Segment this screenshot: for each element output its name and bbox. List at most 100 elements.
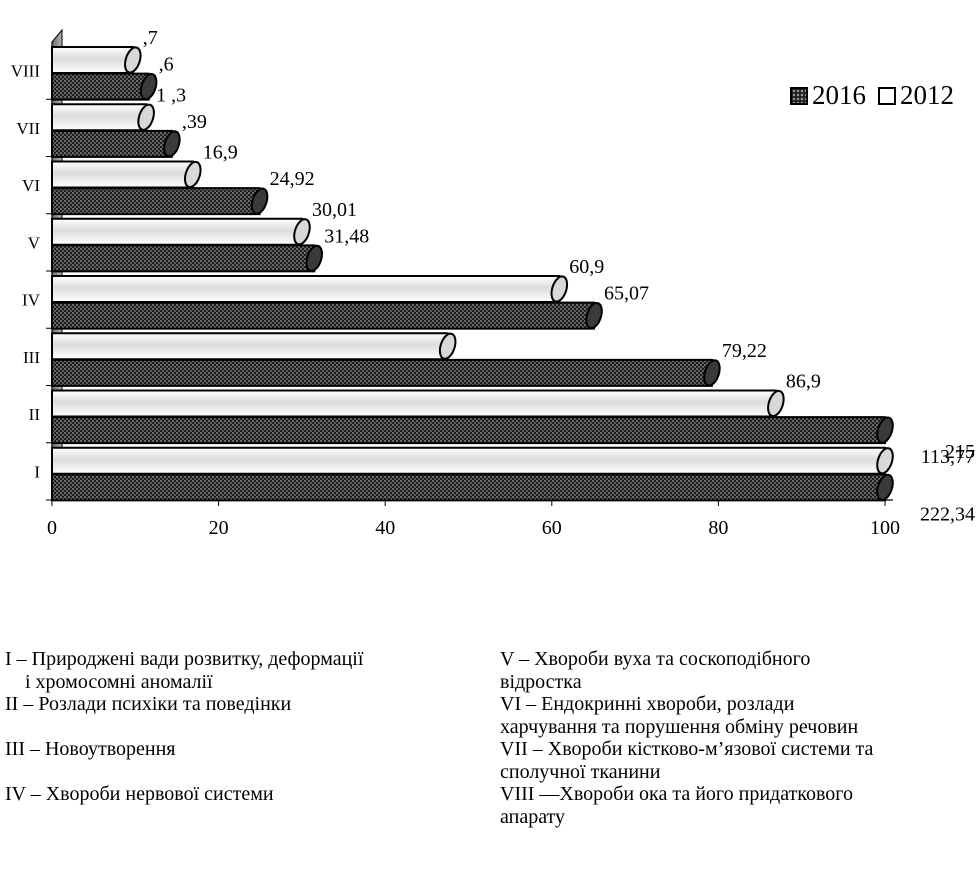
key-item-i-cont: і хромосомні аномалії [25,670,213,693]
bar-body [51,301,596,330]
y-tick-label: VI [22,176,40,195]
key-item-iv: IV – Хвороби нервової системи [5,783,274,805]
data-label-2016-VIII: ,6 [159,54,174,76]
bar-2016-V [51,244,324,273]
data-label-2012-VIII: ,7 [143,27,158,49]
key-item-ii: II – Розлади психіки та поведінки [5,693,292,715]
bar-body [51,332,449,361]
y-tick-label: III [23,348,40,367]
key-item-i: I – Природжені вади розвитку, деформації [5,648,364,670]
y-tick-label: V [28,233,41,252]
y-tick-label: VII [16,119,40,138]
bar-end-cap [137,103,155,131]
bar-body [51,358,713,387]
y-tick-label: IV [22,291,41,310]
bar-2012-V [51,217,311,246]
data-label-2016-VI: 24,92 [270,168,315,190]
bar-end-cap [184,160,202,189]
bar-body [51,187,261,216]
bar-end-cap [163,130,181,158]
bar-end-cap [438,332,457,360]
x-tick-label: 20 [209,517,229,539]
data-label-2012-V: 30,01 [312,199,357,221]
bar-body [51,473,886,502]
data-label-2012-II: 86,9 [786,371,821,393]
x-tick-label: 100 [870,517,900,539]
bar-end-cap [767,389,785,418]
y-tick-label: I [34,462,40,481]
legend-entry-2012: 2012 [878,80,954,110]
legend-swatch-2012 [878,87,896,105]
key-spacer [5,761,475,784]
x-tick-label: 40 [375,517,395,539]
bar-end-cap [250,187,269,215]
data-label-2016-II: 113,77 [921,446,975,468]
bar-2012-VII [51,103,155,132]
data-label-2012-VI: 16,9 [203,142,238,164]
bar-2012-III [51,332,457,361]
data-label-2012-I: 215 [945,441,975,463]
key-item-v-cont: відростка [500,670,582,693]
bar-body [51,129,173,158]
bar-2012-II [51,389,785,418]
bar-2016-III [51,358,721,387]
data-label-2012-IV: 60,9 [569,256,604,278]
data-label-2012-VII: 1 ,3 [156,84,186,106]
data-label-2016-III: 79,22 [722,340,767,362]
data-label-2016-V: 31,48 [324,225,369,247]
x-tick-label: 80 [708,517,728,539]
key-item-vi: VI – Ендокринні хвороби, розлади [500,693,795,715]
bar-end-cap [876,416,894,444]
key-item-vii-cont: сполучної тканини [500,760,661,783]
bar-2016-VI [51,187,269,216]
bar-2016-I [51,473,894,502]
bar-end-cap [305,244,324,272]
bar-body [51,389,777,418]
bar-body [51,446,886,475]
x-tick-label: 60 [542,517,562,539]
legend-swatch-2016 [790,87,808,105]
bar-end-cap [139,73,158,101]
category-key-right: V – Хвороби вуха та соскоподібного відро… [500,648,970,828]
chart-legend: 2016 2012 [790,80,966,111]
bar-end-cap [124,46,142,74]
key-item-vii: VII – Хвороби кістково-м’язової системи … [500,738,874,760]
key-item-vi-cont: харчування та порушення обміну речовин [500,715,859,738]
bar-body [51,72,150,101]
bar-body [51,46,134,74]
key-item-v: V – Хвороби вуха та соскоподібного [500,648,811,670]
key-item-viii-cont: апарату [500,805,566,828]
bar-body [51,103,148,132]
bar-2012-VIII [51,46,142,74]
bar-body [51,275,561,303]
x-tick-label: 0 [47,517,57,539]
bar-2012-VI [51,160,202,189]
bar-end-cap [293,218,311,246]
legend-label-2016: 2016 [812,80,866,110]
bar-2016-VIII [51,72,158,101]
data-label-2016-IV: 65,07 [604,283,649,305]
bar-end-cap [876,473,894,501]
bar-body [51,217,303,246]
bar-body [51,244,316,273]
bar-2016-IV [51,301,603,330]
bar-body [51,416,886,445]
bar-end-cap [703,359,721,387]
data-label-2016-VII: ,39 [182,111,207,133]
legend-label-2012: 2012 [900,80,954,110]
bar-end-cap [585,302,603,330]
legend-entry-2016: 2016 [790,80,866,110]
y-tick-label: II [29,405,41,424]
bar-2016-VII [51,129,181,158]
key-item-iii: III – Новоутворення [5,738,176,760]
bar-2012-I [51,446,894,475]
bar-2012-IV [51,275,569,303]
bar-end-cap [550,275,569,303]
bar-end-cap [876,447,894,475]
y-tick-label: VIII [11,62,41,81]
bar-2016-II [51,416,894,445]
key-item-viii: VIII —Хвороби ока та його придаткового [500,783,854,805]
category-key-left: I – Природжені вади розвитку, деформації… [5,648,475,806]
key-spacer [5,716,475,739]
